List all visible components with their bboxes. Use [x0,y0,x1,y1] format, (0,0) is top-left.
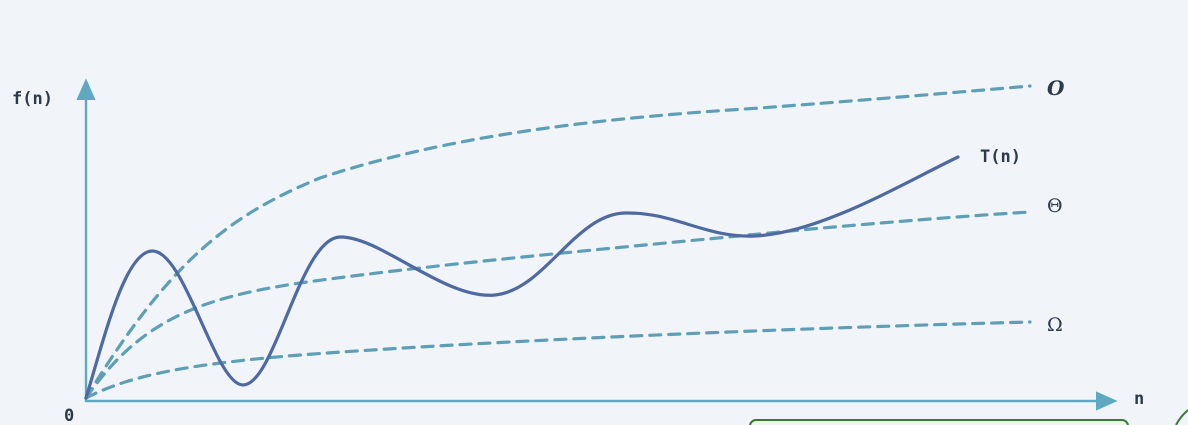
x-axis-label: n [1134,389,1144,409]
t-of-n-curve [84,155,960,400]
tight-bound-curve [84,210,1032,400]
lower-bound-curve [84,320,1032,400]
t-of-n-label: T(n) [980,147,1021,167]
upper-bound-curve [84,84,1032,400]
y-axis-label: f(n) [12,89,53,109]
corner-stroke [1175,409,1188,425]
upper-bound-label: O [1047,76,1065,100]
origin-label: 0 [64,406,74,425]
tight-bound-label: Θ [1047,195,1063,217]
corner-box [749,419,1129,425]
lower-bound-label: Ω [1047,314,1063,336]
